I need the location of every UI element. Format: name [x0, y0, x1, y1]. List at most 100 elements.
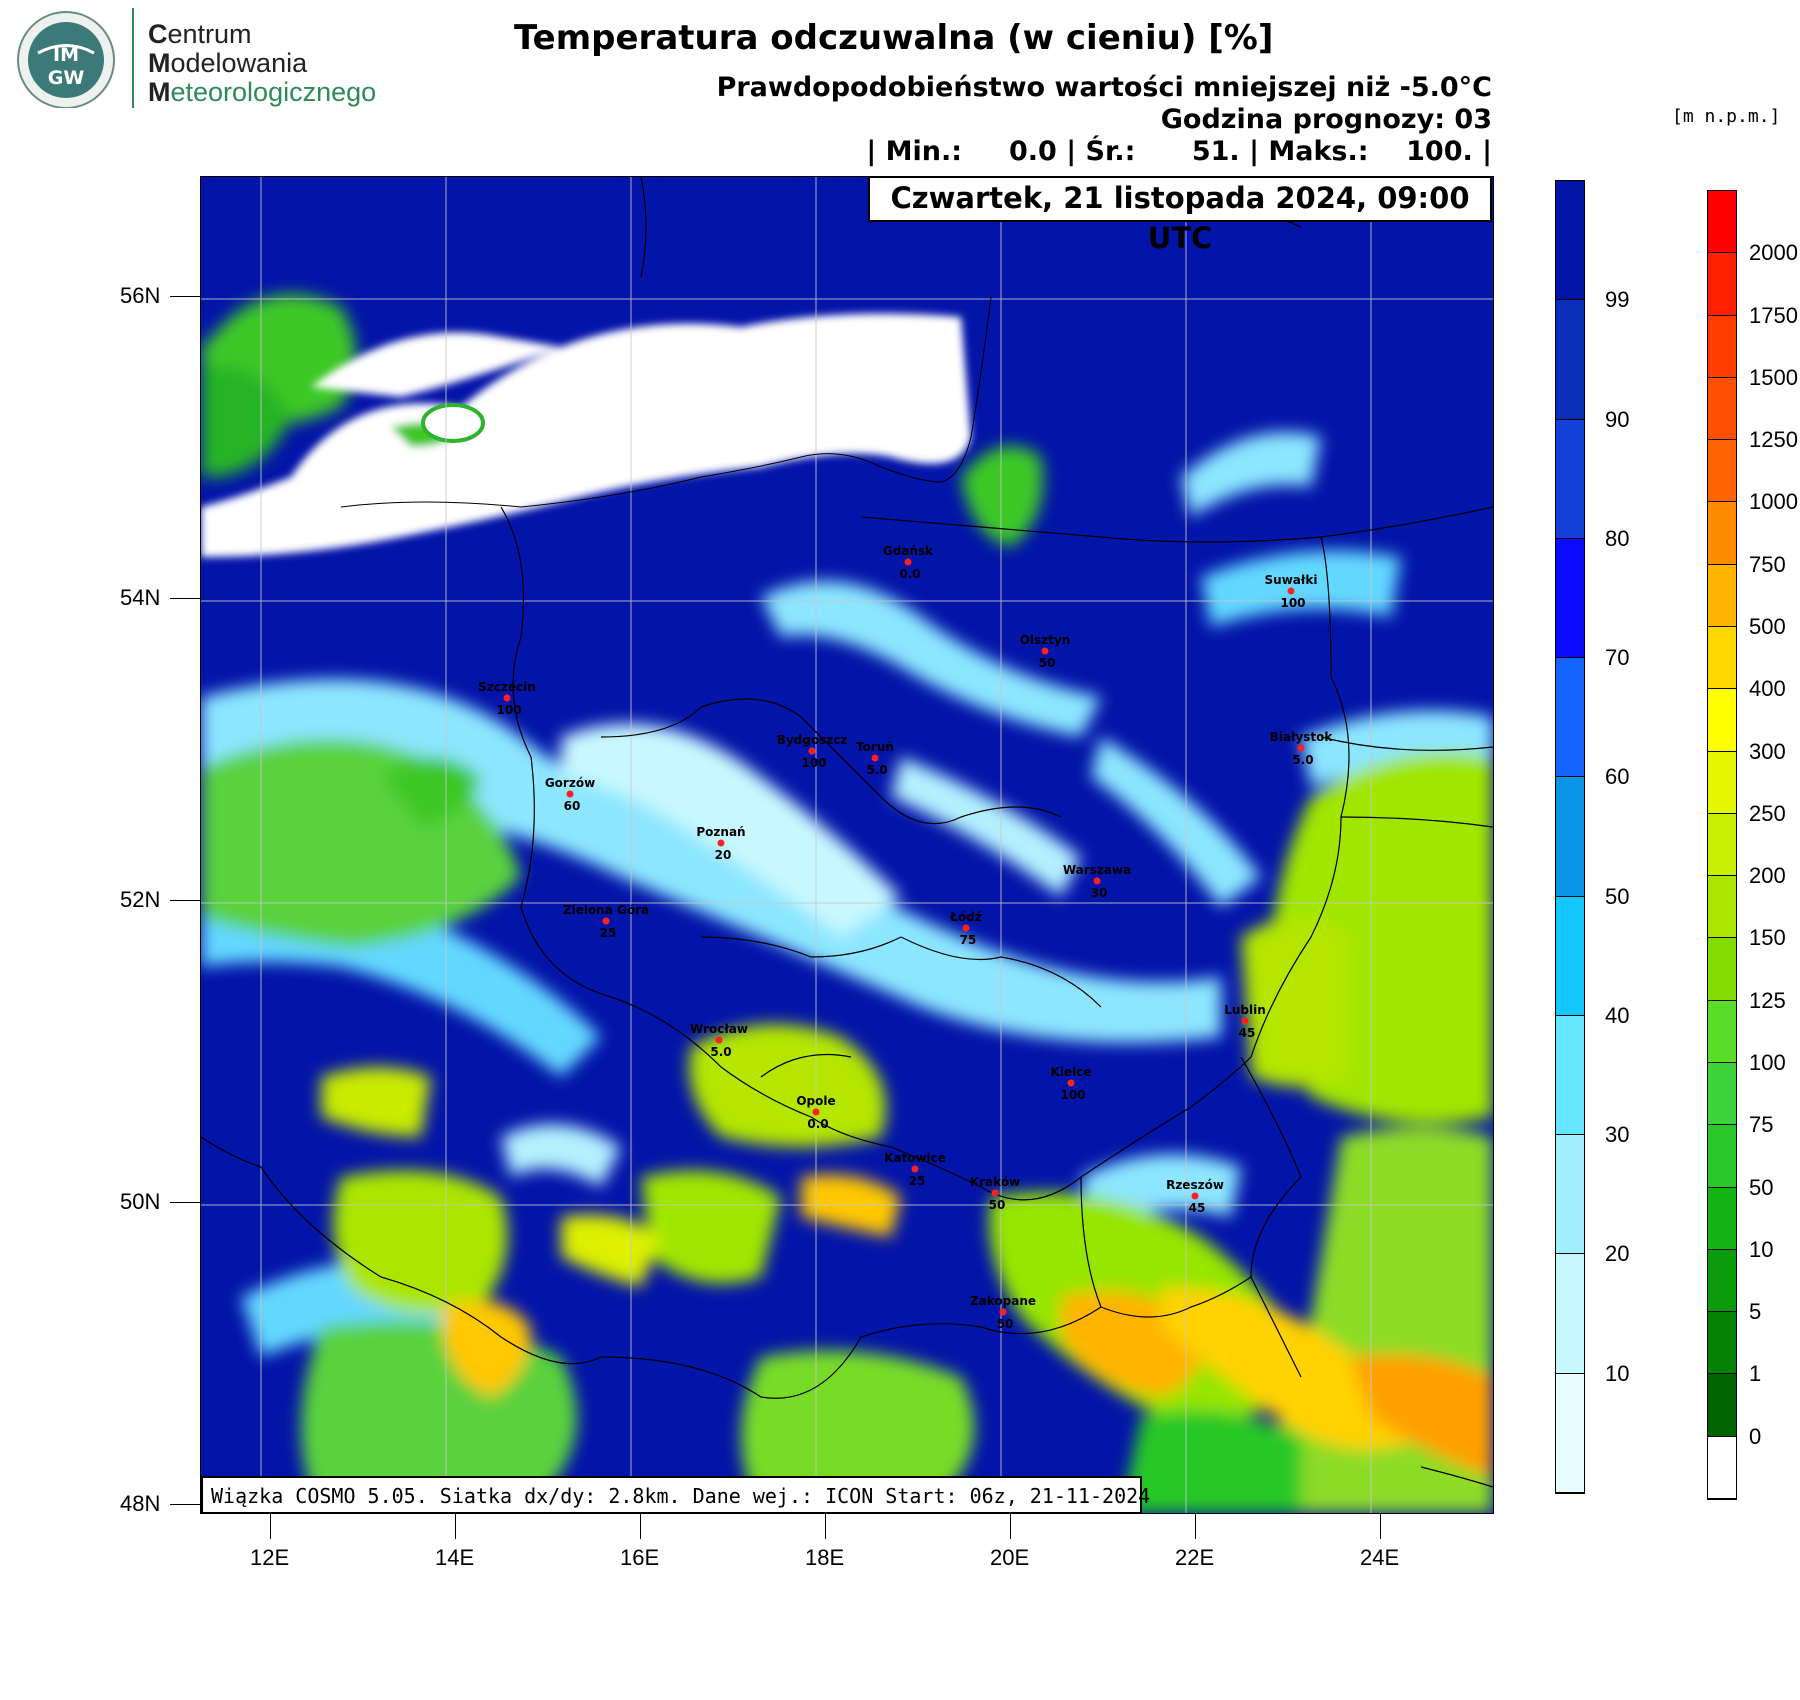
city-name: Suwałki — [1265, 573, 1318, 587]
probability-color-step — [1556, 1135, 1584, 1255]
city-marker: Zielona Góra 25 — [563, 903, 649, 940]
lon-label: 24E — [1360, 1545, 1400, 1570]
city-dot — [991, 1189, 999, 1197]
city-dot — [602, 917, 610, 925]
city-name: Wrocław — [690, 1022, 748, 1036]
city-value: 5.0 — [710, 1045, 731, 1059]
elevation-scale-label: 1500 — [1749, 364, 1798, 390]
elevation-color-step — [1708, 1125, 1736, 1188]
lat-tick — [170, 900, 200, 901]
city-name: Białystok — [1270, 730, 1334, 744]
lat-tick — [170, 1504, 200, 1505]
city-value: 100 — [1060, 1088, 1085, 1102]
elevation-color-step — [1708, 1374, 1736, 1437]
probability-color-step — [1556, 1015, 1584, 1136]
lon-tick — [1195, 1513, 1196, 1539]
model-info: Wiązka COSMO 5.05. Siatka dx/dy: 2.8km. … — [201, 1476, 1150, 1514]
elevation-color-step — [1708, 1187, 1736, 1250]
city-name: Opole — [796, 1094, 835, 1108]
page-title: Temperatura odczuwalna (w cieniu) [%] — [514, 18, 1274, 58]
coastline — [340, 296, 992, 508]
badge-text-bottom: GW — [48, 67, 85, 89]
city-dot — [503, 694, 511, 702]
lat-tick — [170, 598, 200, 599]
probability-scale-label: 10 — [1605, 1360, 1630, 1386]
city-marker: Zakopane 50 — [970, 1294, 1036, 1331]
city-name: Poznań — [696, 825, 745, 839]
stats-summary: | Min.: 0.0 | Śr.: 51. | Maks.: 100. | — [866, 136, 1492, 167]
probability-scale-label: 50 — [1605, 883, 1630, 909]
forecast-hour: Godzina prognozy: 03 — [1160, 104, 1492, 135]
city-value: 45 — [1239, 1026, 1256, 1040]
elevation-color-step — [1708, 1312, 1736, 1375]
lon-tick — [1380, 1513, 1381, 1539]
probability-colorbar-strip — [1555, 180, 1585, 1494]
city-dot — [715, 1036, 723, 1044]
lon-label: 16E — [620, 1545, 660, 1570]
lat-label: 48N — [120, 1491, 161, 1516]
city-marker: Łódź 75 — [949, 910, 982, 947]
city-dot — [1287, 587, 1295, 595]
valid-date: Czwartek, 21 listopada 2024, 09:00 UTC — [868, 176, 1492, 255]
elevation-color-step — [1708, 1249, 1736, 1313]
probability-scale-label: 20 — [1605, 1241, 1630, 1267]
city-marker: Kraków 50 — [970, 1175, 1020, 1212]
lon-tick — [455, 1513, 456, 1539]
city-dot — [1093, 877, 1101, 885]
city-value: 50 — [997, 1317, 1014, 1331]
elevation-color-step — [1708, 876, 1736, 939]
city-dot — [999, 1308, 1007, 1316]
city-value: 100 — [496, 703, 521, 717]
city-marker: Gorzów 60 — [545, 776, 595, 813]
lat-tick — [170, 296, 200, 297]
city-name: Toruń — [856, 740, 894, 754]
elevation-color-step — [1708, 938, 1736, 1001]
city-marker: Gdańsk 0.0 — [883, 544, 934, 581]
city-marker: Wrocław 5.0 — [690, 1022, 748, 1059]
city-value: 75 — [960, 933, 977, 947]
city-value: 5.0 — [866, 763, 887, 777]
elevation-color-step — [1708, 502, 1736, 565]
lat-tick — [170, 1202, 200, 1203]
city-name: Kraków — [970, 1175, 1020, 1189]
city-marker: Rzeszów 45 — [1166, 1178, 1224, 1215]
probability-color-step — [1556, 777, 1584, 897]
probability-color-step — [1556, 300, 1584, 420]
city-marker: Białystok 5.0 — [1270, 730, 1334, 767]
city-dot — [871, 754, 879, 762]
city-dot — [904, 558, 912, 566]
probability-scale-label: 90 — [1605, 406, 1630, 432]
city-value: 25 — [909, 1174, 926, 1188]
map-grid — [201, 177, 1493, 1513]
probability-color-step — [1556, 896, 1584, 1016]
lat-label: 56N — [120, 283, 161, 308]
elevation-scale-label: 1250 — [1749, 427, 1798, 453]
probability-color-step — [1556, 181, 1584, 301]
city-marker: Katowice 25 — [884, 1151, 946, 1188]
probability-field — [201, 294, 1493, 1513]
city-dot — [1297, 744, 1305, 752]
lon-tick — [640, 1513, 641, 1539]
city-name: Warszawa — [1063, 863, 1131, 877]
logo-divider — [132, 8, 134, 108]
lon-label: 22E — [1175, 1545, 1215, 1570]
city-value: 50 — [1039, 656, 1056, 670]
elevation-color-step — [1708, 1000, 1736, 1063]
elevation-color-step — [1708, 253, 1736, 316]
elevation-color-step — [1708, 751, 1736, 814]
city-name: Olsztyn — [1020, 633, 1071, 647]
map-subtitle: Prawdopodobieństwo wartości mniejszej ni… — [716, 72, 1492, 103]
city-dot — [911, 1165, 919, 1173]
elevation-scale-label: 10 — [1749, 1236, 1774, 1262]
probability-scale-label: 80 — [1605, 525, 1630, 551]
city-dot — [1191, 1192, 1199, 1200]
probability-scale-label: 30 — [1605, 1122, 1630, 1148]
city-marker: Kielce 100 — [1051, 1065, 1092, 1102]
city-name: Zielona Góra — [563, 903, 649, 917]
elevation-scale-label: 750 — [1749, 551, 1786, 577]
elevation-color-step — [1708, 440, 1736, 503]
elevation-scale-label: 200 — [1749, 863, 1786, 889]
city-dot — [566, 790, 574, 798]
city-marker: Warszawa 30 — [1063, 863, 1131, 900]
lon-tick — [1010, 1513, 1011, 1539]
